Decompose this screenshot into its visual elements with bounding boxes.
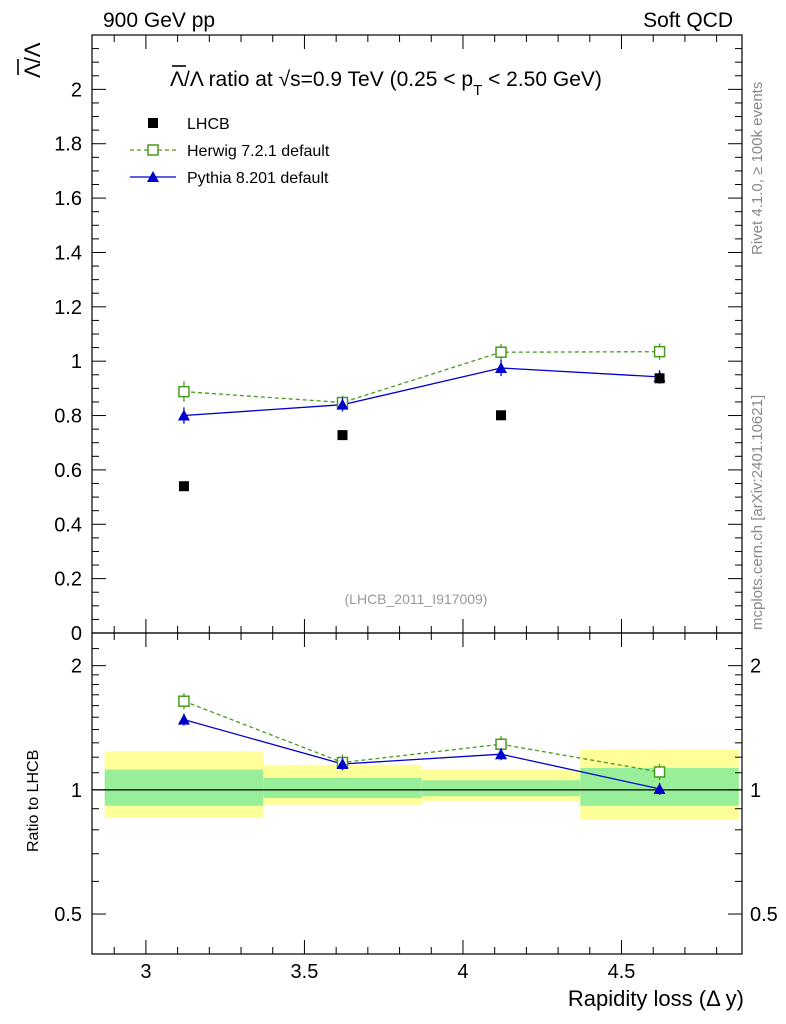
ratio-band-green <box>104 769 264 806</box>
legend: LHCB Herwig 7.2.1 default Pythia 8.201 d… <box>130 116 330 187</box>
pythia-point <box>177 409 190 421</box>
header-left: 900 GeV pp <box>103 9 215 32</box>
main-ytick-label: 0.8 <box>54 406 82 428</box>
lhcb-point <box>496 410 507 421</box>
main-ytick-label: 0 <box>71 623 82 645</box>
xtick-label: 3 <box>140 961 151 983</box>
pythia-line <box>183 367 660 417</box>
title-tail: < 2.50 GeV) <box>482 68 602 91</box>
xtick-label: 3.5 <box>291 961 319 983</box>
pythia-ratio-point <box>336 758 349 770</box>
main-ytick-label: 0.4 <box>54 514 82 536</box>
ratio-ytick-label: 2 <box>71 656 82 678</box>
pythia-point <box>336 398 349 410</box>
herwig-point <box>495 346 507 358</box>
main-ytick-label: 1.4 <box>54 242 82 264</box>
main-ytick-label: 1.2 <box>54 297 82 319</box>
main-ytick-label: 1 <box>71 351 82 373</box>
pythia-point <box>495 361 508 373</box>
main-ytick-label: 0.6 <box>54 460 82 482</box>
legend-marker-herwig <box>147 144 159 156</box>
main-ytick-label: 1.6 <box>54 188 82 210</box>
xtick-label: 4 <box>457 961 468 983</box>
main-ylabel: Λ/Λ <box>20 42 45 78</box>
analysis-label: (LHCB_2011_I917009) <box>345 591 488 607</box>
main-ytick-label: 0.2 <box>54 569 82 591</box>
legend-label-pythia: Pythia 8.201 default <box>187 170 329 187</box>
title-s: s=0.9 TeV (0.25 < p <box>290 68 473 91</box>
xtick-label: 4.5 <box>608 961 636 983</box>
main-ytick-label: 1.8 <box>54 134 82 156</box>
mcplots-info: mcplots.cern.ch [arXiv:2401.10621] <box>749 395 766 630</box>
legend-label-herwig: Herwig 7.2.1 default <box>187 143 330 160</box>
herwig-point <box>653 345 666 358</box>
pythia-ratio-point <box>653 782 666 794</box>
herwig-ratio-point <box>495 738 507 750</box>
ratio-ylabel: Ratio to LHCB <box>25 750 42 852</box>
legend-marker-lhcb <box>148 118 158 128</box>
herwig-point <box>178 385 190 398</box>
herwig-ratio-point <box>653 766 666 778</box>
title-mid: /Λ ratio at <box>184 68 279 91</box>
ratio-ytick-label-right: 2 <box>750 656 761 678</box>
ratio-ytick-label: 0.5 <box>54 904 82 926</box>
title-sqrt: √ <box>279 68 291 91</box>
xlabel: Rapidity loss (Δ y) <box>568 986 744 1011</box>
pythia-ratio-point <box>495 748 508 760</box>
main-ytick-label: 2 <box>71 79 82 101</box>
herwig-ratio-line <box>183 700 660 773</box>
main-title: Λ/Λ ratio at √s=0.9 TeV (0.25 < pT < 2.5… <box>170 65 602 99</box>
title-sub: T <box>473 82 482 99</box>
pythia-ratio-line <box>183 718 660 790</box>
ratio-band-green <box>263 777 422 799</box>
lhcb-point <box>654 373 665 384</box>
ratio-band-green <box>421 780 581 797</box>
title-lead: Λ <box>170 68 184 91</box>
legend-marker-pythia <box>147 171 159 182</box>
legend-label-lhcb: LHCB <box>187 116 230 133</box>
pythia-ratio-point <box>177 713 190 725</box>
svg-text:Λ/Λ ratio at √s=0.9 TeV (0.25: Λ/Λ ratio at √s=0.9 TeV (0.25 < pT < 2.5… <box>170 68 602 99</box>
lhcb-point <box>337 430 348 441</box>
rivet-info: Rivet 4.1.0, ≥ 100k events <box>749 82 766 255</box>
ratio-ytick-label: 1 <box>71 780 82 802</box>
herwig-line <box>183 351 660 404</box>
lhcb-point <box>178 481 189 492</box>
header-right: Soft QCD <box>643 9 733 32</box>
ratio-ytick-label-right: 0.5 <box>750 904 778 926</box>
ratio-frame <box>91 632 743 955</box>
herwig-ratio-point <box>178 695 190 707</box>
ratio-ytick-label-right: 1 <box>750 780 761 802</box>
